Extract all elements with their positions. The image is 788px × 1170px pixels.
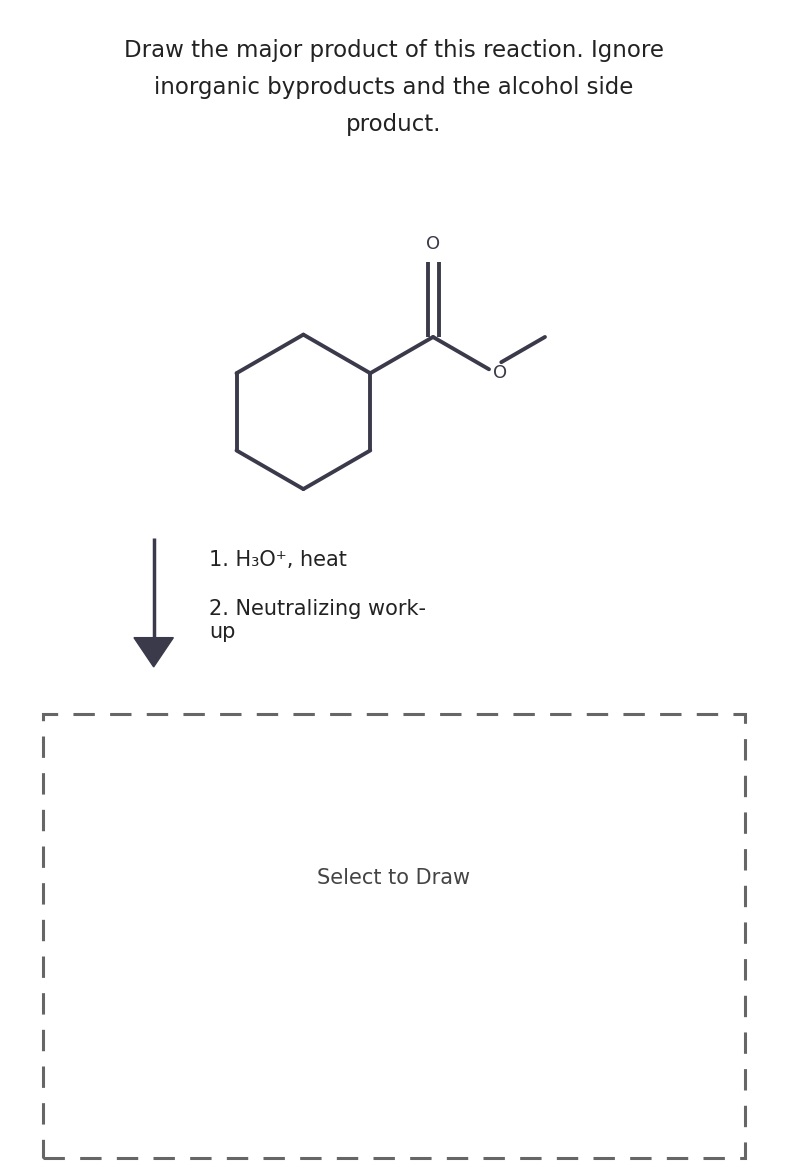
Text: 2. Neutralizing work-
up: 2. Neutralizing work- up <box>209 599 426 642</box>
Text: Select to Draw: Select to Draw <box>318 867 470 888</box>
Text: product.: product. <box>346 113 442 137</box>
Text: O: O <box>493 364 507 381</box>
Text: O: O <box>426 235 440 253</box>
Text: Draw the major product of this reaction. Ignore: Draw the major product of this reaction.… <box>124 39 664 62</box>
Polygon shape <box>134 638 173 667</box>
Text: 1. H₃O⁺, heat: 1. H₃O⁺, heat <box>209 550 347 570</box>
Text: inorganic byproducts and the alcohol side: inorganic byproducts and the alcohol sid… <box>154 76 634 99</box>
Bar <box>43 714 745 1158</box>
